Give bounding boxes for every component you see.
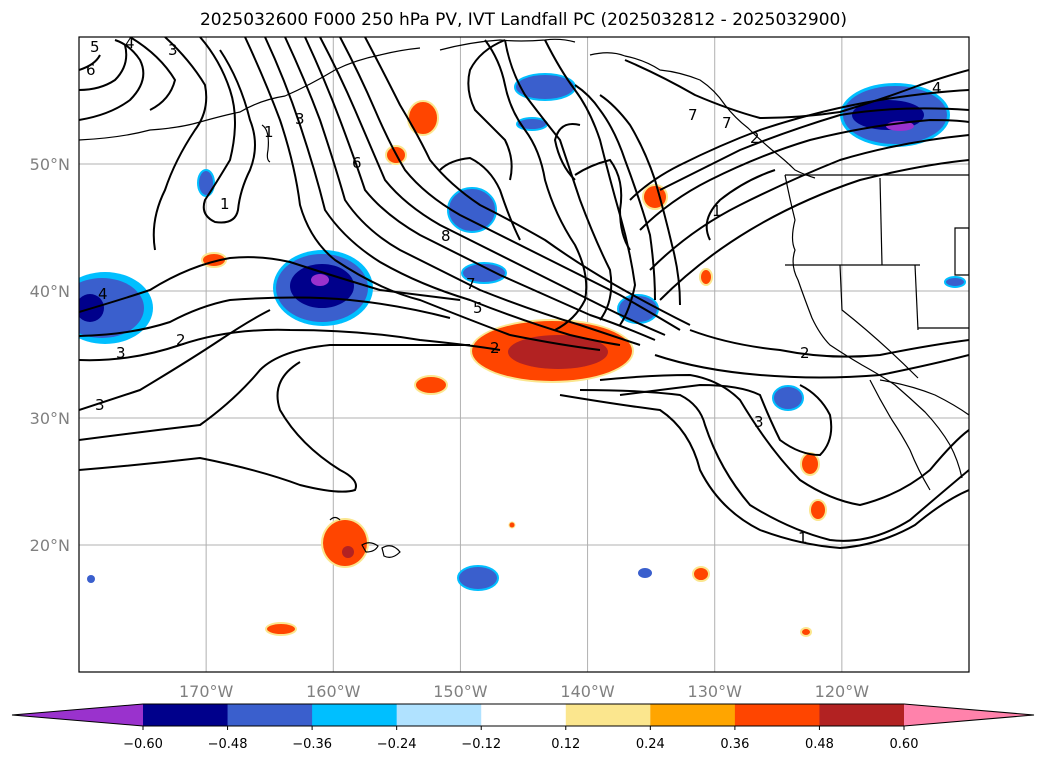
- negative-anomaly-central-peak: [311, 274, 329, 286]
- contour-label: 1: [712, 202, 722, 220]
- negative-anomaly-west-inner: [79, 278, 144, 338]
- lon-tick-label: 120°W: [815, 682, 870, 701]
- lat-tick-label: 40°N: [30, 282, 70, 301]
- contour-label: 7: [466, 275, 476, 293]
- gridlines: [79, 37, 969, 672]
- contour-label: 5: [90, 38, 100, 56]
- contour-label: 2: [750, 129, 760, 147]
- contour-label: 2: [490, 339, 500, 357]
- contour-label: 4: [125, 34, 135, 52]
- contour-labels: 5 4 3 6 1 3 6 1 8 7 5 4 2 3 2 3 2 7 7 1 …: [86, 34, 942, 547]
- colorbar-extend-high: [904, 704, 1034, 726]
- positive-anomaly-main-core: [508, 335, 608, 369]
- colorbar-segment: [312, 704, 398, 726]
- contour-label: 4: [98, 285, 108, 303]
- contour-label: 6: [86, 61, 96, 79]
- negative-anomaly-small: [457, 565, 499, 591]
- positive-anomaly-small: [414, 375, 448, 395]
- contour-label: 5: [473, 299, 483, 317]
- colorbar-tick-label: 0.60: [890, 737, 919, 752]
- negative-anomaly-small: [87, 575, 95, 583]
- contour-label: 3: [295, 110, 305, 128]
- lon-tick-label: 130°W: [688, 682, 743, 701]
- lat-tick-label: 20°N: [30, 536, 70, 555]
- negative-anomaly-small: [461, 262, 507, 284]
- longitude-labels: 170°W 160°W 150°W 140°W 130°W 120°W: [179, 682, 869, 701]
- colorbar-tick-label: −0.60: [123, 737, 163, 752]
- map-frame: [78, 36, 970, 673]
- lon-tick-label: 150°W: [433, 682, 488, 701]
- lat-tick-label: 30°N: [30, 409, 70, 428]
- negative-anomaly-small: [447, 187, 497, 233]
- negative-anomaly-small: [772, 385, 804, 411]
- positive-anomaly-small: [809, 499, 827, 521]
- pv-contours: [79, 37, 969, 550]
- contour-label: 7: [688, 106, 698, 124]
- negative-anomaly-small: [197, 169, 215, 197]
- colorbar-segment: [819, 704, 905, 726]
- colorbar-tick-label: −0.48: [208, 737, 248, 752]
- contour-label: 3: [754, 413, 764, 431]
- colorbar-tick-label: 0.36: [720, 737, 749, 752]
- colorbar-segment: [143, 704, 229, 726]
- colorbar-segment: [227, 704, 313, 726]
- colorbar-tick-label: 0.24: [636, 737, 665, 752]
- positive-anomaly-small: [800, 627, 812, 637]
- latitude-labels: 50°N 40°N 30°N 20°N: [30, 155, 70, 555]
- colorbar: −0.60 −0.48 −0.36 −0.24 −0.12 0.12 0.24 0.36 0.4…: [11, 703, 1035, 752]
- contour-label: 1: [220, 195, 230, 213]
- negative-anomaly-small: [638, 568, 652, 578]
- shading-layer: [79, 73, 966, 637]
- positive-anomaly-small: [508, 521, 516, 529]
- contour-label: 2: [800, 344, 810, 362]
- colorbar-segment: [565, 704, 651, 726]
- positive-anomaly-small: [407, 100, 439, 136]
- contour-label: 1: [264, 123, 274, 141]
- colorbar-tick-label: 0.12: [551, 737, 580, 752]
- contour-label: 6: [352, 154, 362, 172]
- negative-anomaly-central-core: [290, 264, 354, 308]
- positive-anomaly-small: [265, 622, 297, 636]
- colorbar-tick-label: −0.36: [292, 737, 332, 752]
- colorbar-segment: [734, 704, 820, 726]
- contour-label: 2: [176, 331, 186, 349]
- lon-tick-label: 140°W: [560, 682, 615, 701]
- positive-anomaly-hawaii-core: [342, 546, 354, 558]
- contour-label: 1: [798, 529, 808, 547]
- contour-label: 4: [932, 79, 942, 97]
- positive-anomaly-small: [800, 452, 820, 476]
- lon-tick-label: 160°W: [306, 682, 361, 701]
- colorbar-segment: [396, 704, 482, 726]
- negative-anomaly-small: [514, 73, 576, 101]
- positive-anomaly-small: [699, 268, 713, 286]
- contour-label: 3: [168, 41, 178, 59]
- negative-anomaly-small: [944, 276, 966, 288]
- chart-title: 2025032600 F000 250 hPa PV, IVT Landfall…: [199, 10, 847, 30]
- colorbar-tick-label: −0.24: [377, 737, 417, 752]
- colorbar-segment: [650, 704, 736, 726]
- colorbar-segment: [481, 704, 567, 726]
- contour-label: 7: [722, 114, 732, 132]
- positive-anomaly-hawaii-mid: [323, 520, 367, 566]
- contour-label: 8: [441, 227, 451, 245]
- colorbar-extend-low: [12, 704, 143, 726]
- contour-label: 3: [116, 344, 126, 362]
- contour-label: 3: [95, 396, 105, 414]
- colorbar-tick-label: 0.48: [805, 737, 834, 752]
- lon-tick-label: 170°W: [179, 682, 234, 701]
- colorbar-tick-label: −0.12: [461, 737, 501, 752]
- lat-tick-label: 50°N: [30, 155, 70, 174]
- coastlines: [79, 38, 969, 558]
- positive-anomaly-small: [692, 566, 710, 582]
